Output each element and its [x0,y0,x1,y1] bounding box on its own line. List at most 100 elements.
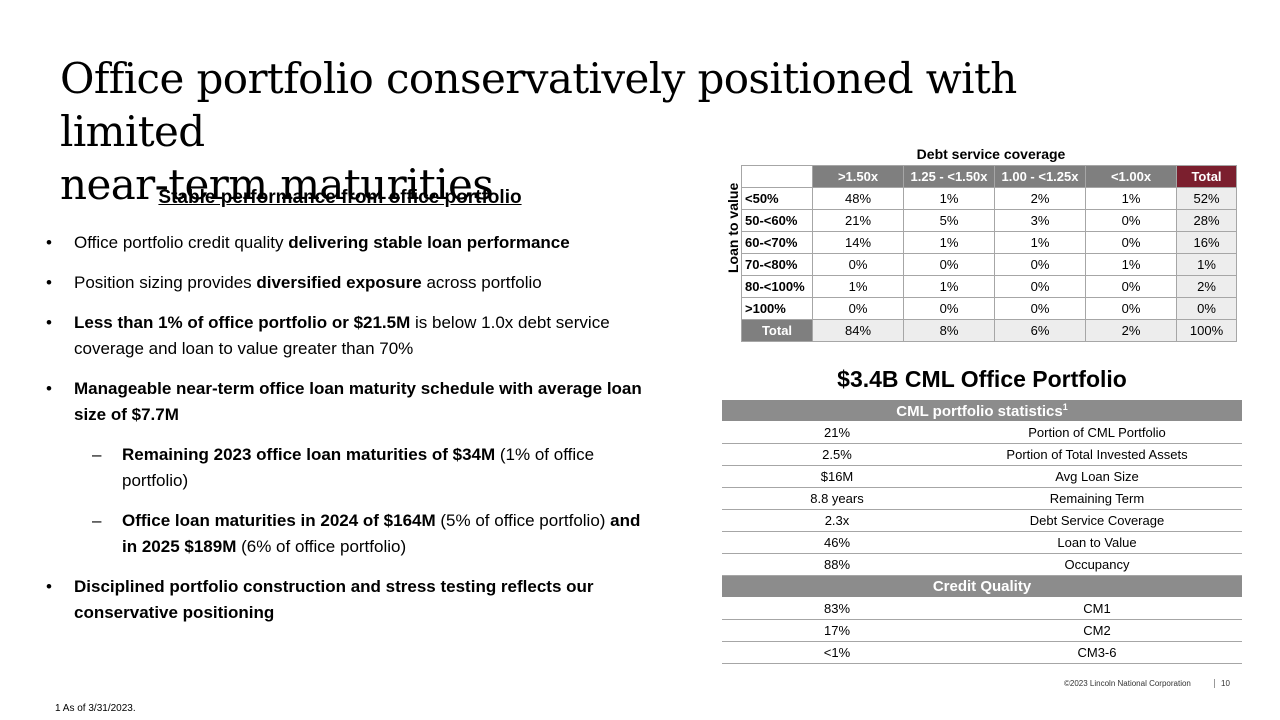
footnote: 1 As of 3/31/2023. [55,703,136,714]
bullet-bold-text: and in 2025 $189M [122,511,641,556]
matrix-cell: 48% [812,187,904,210]
stats-row: 8.8 years Remaining Term [722,487,1242,510]
matrix-cell: 1% [1085,253,1177,276]
matrix-col-header: 1.25 - <1.50x [903,165,995,188]
matrix-cell: 1% [812,275,904,298]
matrix-cell: 0% [1085,297,1177,320]
dsc-ltv-matrix: >1.50x 1.25 - <1.50x 1.00 - <1.25x <1.00… [741,165,1237,342]
slide-title: Office portfolio conservatively position… [60,52,1160,211]
stats-label: Loan to Value [952,531,1242,554]
bullet-text: across portfolio [421,273,542,292]
stats-value: 88% [722,553,952,576]
credit-quality-header: Credit Quality [722,575,1242,598]
matrix-cell: 0% [994,297,1086,320]
bullet-below-coverage: Less than 1% of office portfolio or $21.… [46,310,646,362]
bullet-text: (5% of office portfolio) [435,511,611,530]
matrix-cell: 1% [994,231,1086,254]
stats-label: Occupancy [952,553,1242,576]
matrix-row-label: <50% [741,187,813,210]
quality-value: 17% [722,619,952,642]
stats-label: Avg Loan Size [952,465,1242,488]
matrix-cell: 0% [1085,231,1177,254]
matrix-total-cell: 16% [1176,231,1237,254]
bullet-bold-text: diversified exposure [256,273,422,292]
sub-bullet-2023-maturities: Remaining 2023 office loan maturities of… [46,442,646,494]
matrix-col-header: <1.00x [1085,165,1177,188]
matrix-cell: 0% [1085,209,1177,232]
bullet-bold-text: delivering stable loan performance [288,233,570,252]
stats-value: 2.5% [722,443,952,466]
matrix-row: >100% 0% 0% 0% 0% 0% [741,297,1237,320]
quality-label: CM2 [952,619,1242,642]
matrix-cell: 0% [994,253,1086,276]
bullet-bold-text: Office loan maturities in 2024 of $164M [122,511,436,530]
bullet-text: is below 1.0x debt service coverage and … [74,313,610,358]
stats-label: Portion of CML Portfolio [952,421,1242,444]
ltv-axis-label: Loan to value [725,182,741,273]
matrix-header-row: >1.50x 1.25 - <1.50x 1.00 - <1.25x <1.00… [741,165,1237,188]
stats-row: $16M Avg Loan Size [722,465,1242,488]
quality-row: 83% CM1 [722,597,1242,620]
bullet-text: Office portfolio credit quality [74,233,289,252]
matrix-total-row: Total 84% 8% 6% 2% 100% [741,319,1237,342]
matrix-total-cell: 8% [903,319,995,342]
stats-value: $16M [722,465,952,488]
stats-value: 21% [722,421,952,444]
matrix-cell: 0% [994,275,1086,298]
credit-quality-header-row: Credit Quality [722,575,1242,598]
slide-title-line-1: Office portfolio conservatively position… [60,54,1017,156]
dsc-table-title: Debt service coverage [916,146,1066,162]
stats-row: 88% Occupancy [722,553,1242,576]
matrix-total-cell: 1% [1176,253,1237,276]
quality-label: CM1 [952,597,1242,620]
stats-label: Portion of Total Invested Assets [952,443,1242,466]
matrix-row-label: >100% [741,297,813,320]
matrix-col-header: >1.50x [812,165,904,188]
matrix-cell: 0% [1085,275,1177,298]
stats-label: Remaining Term [952,487,1242,510]
stats-header-row: CML portfolio statistics1 [722,400,1242,422]
matrix-corner-cell [741,165,813,188]
bullet-text: (6% of office portfolio) [236,537,407,556]
quality-value: 83% [722,597,952,620]
matrix-row: <50% 48% 1% 2% 1% 52% [741,187,1237,210]
matrix-total-cell: 2% [1176,275,1237,298]
matrix-col-header: 1.00 - <1.25x [994,165,1086,188]
matrix-total-cell: 2% [1085,319,1177,342]
matrix-cell: 0% [903,253,995,276]
bullet-bold-text: Less than 1% of office portfolio or $21.… [74,313,411,332]
slide-title-line-2: near-term maturities [60,160,494,209]
cml-stats-table: CML portfolio statistics1 21% Portion of … [722,400,1242,664]
matrix-total-cell: 28% [1176,209,1237,232]
matrix-row-label: 50-<60% [741,209,813,232]
bullet-stress-testing: Disciplined portfolio construction and s… [46,574,646,626]
stats-row: 21% Portion of CML Portfolio [722,421,1242,444]
matrix-total-cell: 84% [812,319,904,342]
matrix-total-cell: 6% [994,319,1086,342]
matrix-row-label: 70-<80% [741,253,813,276]
bullet-credit-quality: Office portfolio credit quality deliveri… [46,230,646,256]
matrix-total-cell: 100% [1176,319,1237,342]
bullet-text: (1% of office portfolio) [122,445,595,490]
matrix-cell: 0% [903,297,995,320]
matrix-row: 50-<60% 21% 5% 3% 0% 28% [741,209,1237,232]
matrix-cell: 0% [812,253,904,276]
matrix-cell: 3% [994,209,1086,232]
bullet-maturity-schedule: Manageable near-term office loan maturit… [46,376,646,428]
matrix-row: 70-<80% 0% 0% 0% 1% 1% [741,253,1237,276]
stats-value: 46% [722,531,952,554]
stats-row: 2.3x Debt Service Coverage [722,509,1242,532]
stats-label: Debt Service Coverage [952,509,1242,532]
stats-row: 2.5% Portion of Total Invested Assets [722,443,1242,466]
bullet-list: Office portfolio credit quality deliveri… [46,230,646,640]
page-number: 10 [1214,679,1230,688]
matrix-cell: 14% [812,231,904,254]
matrix-cell: 21% [812,209,904,232]
section-subheading: Stable performance from office portfolio [158,187,522,208]
stats-value: 2.3x [722,509,952,532]
bullet-position-sizing: Position sizing provides diversified exp… [46,270,646,296]
matrix-row: 60-<70% 14% 1% 1% 0% 16% [741,231,1237,254]
footnote-marker: 1 [1062,401,1068,412]
matrix-total-cell: 0% [1176,297,1237,320]
matrix-total-cell: 52% [1176,187,1237,210]
